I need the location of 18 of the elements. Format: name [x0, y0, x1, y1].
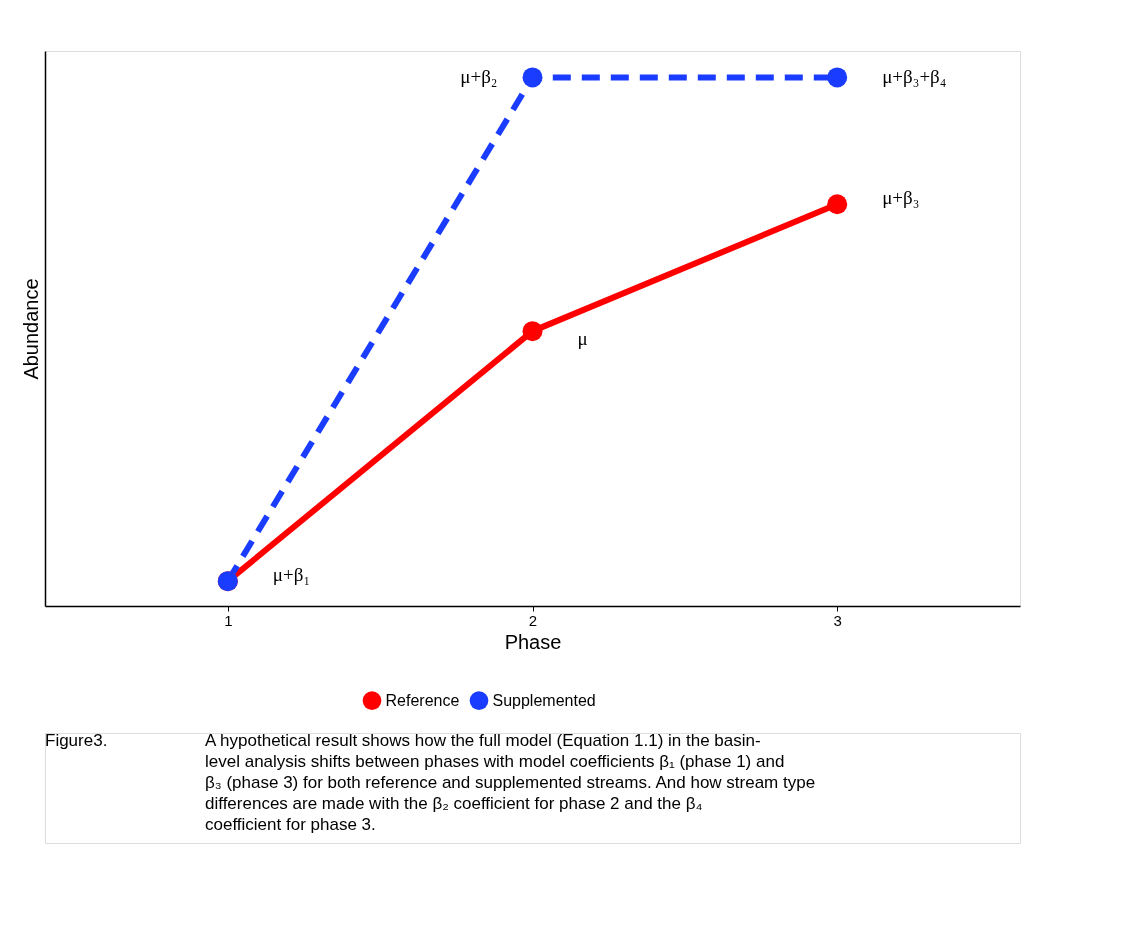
legend-label: Supplemented [492, 691, 596, 709]
legend-label: Reference [385, 691, 460, 709]
annotation: μ+β₃+β₄ [882, 66, 947, 88]
x-tick-label: 3 [833, 611, 842, 629]
annotation: μ [577, 328, 588, 350]
point [522, 321, 543, 342]
annotation: μ+β₃ [882, 187, 920, 209]
point [827, 194, 848, 215]
x-tick-label: 2 [528, 611, 538, 629]
caption: Figure3. [45, 731, 108, 750]
x-axis-title: Phase [504, 630, 562, 653]
annotation: μ+β₂ [460, 66, 498, 88]
point [522, 67, 543, 88]
text: A hypothetical result shows how the full model (Equation 1.1) in the basin-level analysis shifts between phases with model coefficients β₁ (phase 1) and β₃ (phase 3) for both reference and supplemented streams. And how stream type differences are made with the β₂ coefficient for phase 2 and the β₄ coefficient for phase 3. [205, 731, 816, 834]
y-axis-title: Abundance [19, 278, 42, 380]
annotation: μ+β₁ [272, 564, 311, 586]
point [827, 67, 848, 88]
x-tick-label: 1 [224, 611, 233, 629]
